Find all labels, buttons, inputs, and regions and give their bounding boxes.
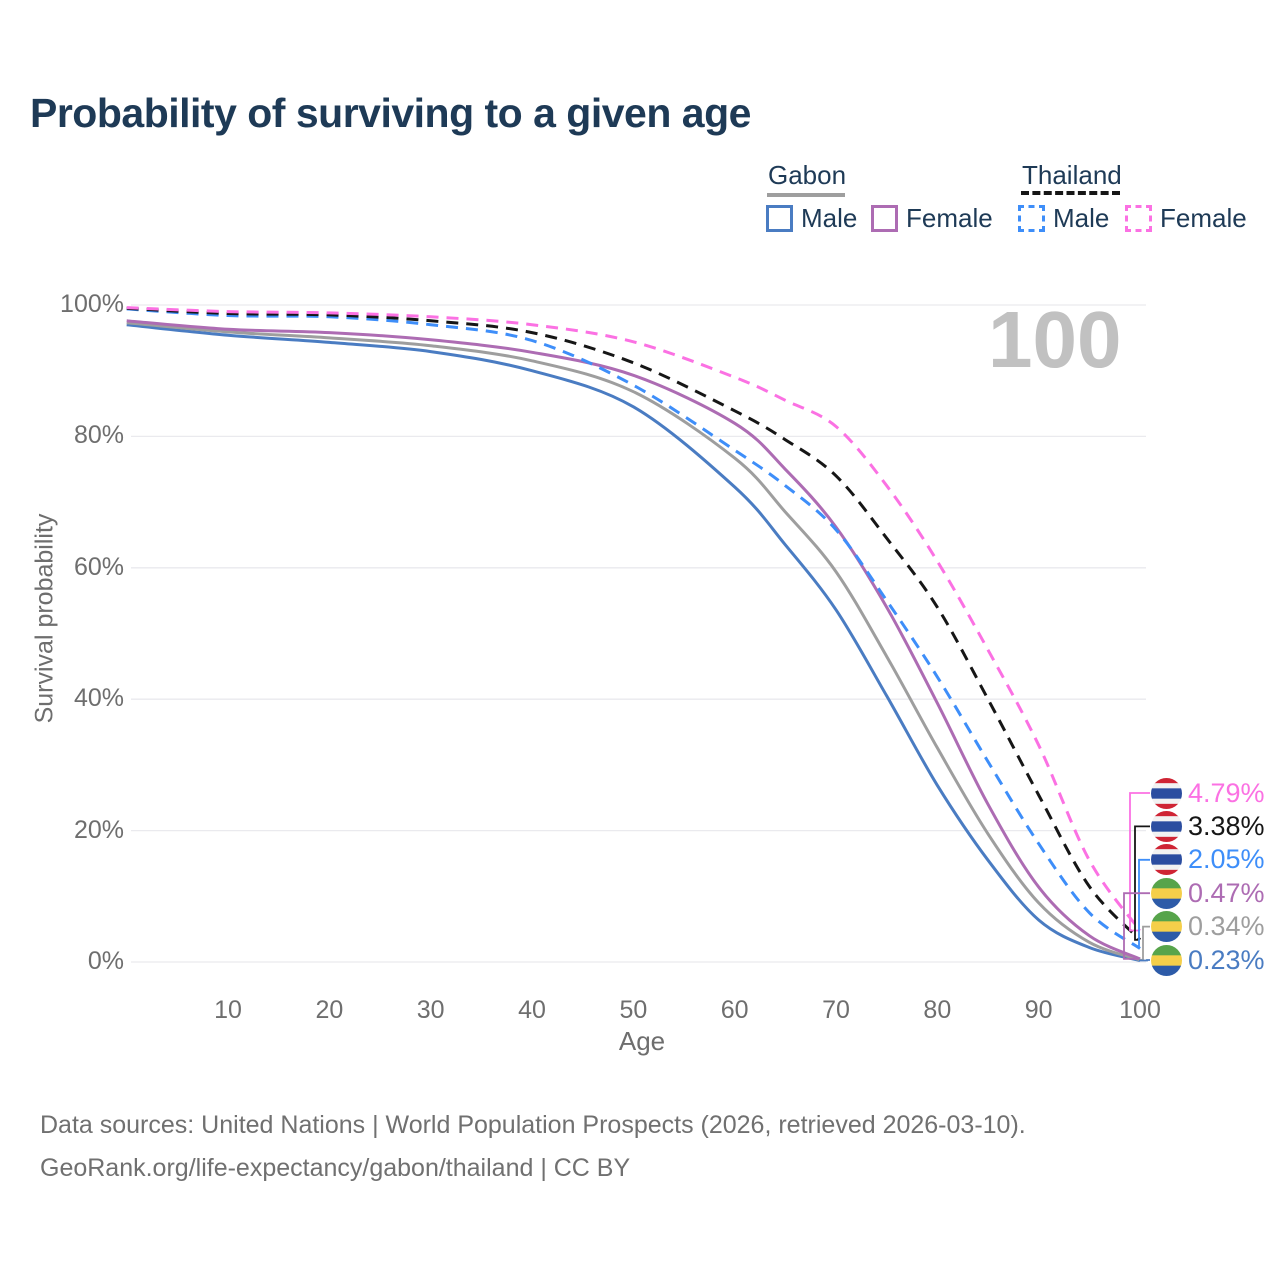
end-label-thailand-female: 4.79%	[1151, 777, 1265, 809]
thailand-flag-icon	[1151, 777, 1182, 809]
y-tick-label: 60%	[73, 552, 124, 581]
legend-thailand-underline	[1021, 191, 1120, 195]
gabon-flag-icon	[1151, 944, 1182, 976]
end-label-value: 2.05%	[1188, 844, 1265, 875]
x-tick-label: 30	[416, 996, 445, 1024]
legend-item-gabon-male[interactable]: Male	[766, 203, 857, 234]
x-tick-label: 60	[720, 996, 749, 1024]
curve-gabon-both-sexes	[126, 321, 1141, 962]
end-label-value: 4.79%	[1188, 777, 1265, 808]
legend-item-thailand-male[interactable]: Male	[1018, 203, 1109, 234]
legend-gabon-underline	[767, 193, 845, 197]
legend-item-label: Male	[801, 203, 858, 233]
gabon-flag-icon	[1151, 911, 1182, 943]
gabon-flag-icon	[1151, 877, 1182, 909]
y-tick-label: 0%	[87, 947, 124, 975]
curve-thailand-male	[126, 307, 1141, 950]
y-axis-title: Survival probability	[30, 513, 59, 724]
gridlines	[131, 304, 1146, 963]
end-label-value: 0.34%	[1188, 911, 1265, 942]
x-tick-label: 50	[619, 996, 648, 1024]
end-label-gabon-male: 0.23%	[1151, 944, 1265, 976]
x-tick-label: 90	[1024, 996, 1053, 1024]
y-tick-label: 40%	[73, 684, 124, 713]
thailand-flag-icon	[1151, 810, 1182, 842]
footer-line-1: Data sources: United Nations | World Pop…	[40, 1111, 1026, 1139]
legend-group-gabon: Gabon	[768, 160, 847, 190]
x-tick-label: 40	[518, 996, 546, 1024]
leader-line-gabon-male	[1139, 959, 1150, 962]
leader-line-thailand-female	[1129, 792, 1150, 932]
x-tick-label: 10	[214, 996, 242, 1024]
legend-item-label: Female	[906, 203, 993, 233]
y-tick-label: 80%	[73, 421, 124, 450]
data-sources-footer: Data sources: United Nations | World Pop…	[40, 1104, 1026, 1190]
thailand-flag-icon	[1151, 844, 1182, 876]
leader-line-gabon-female	[1123, 892, 1150, 960]
leader-line-gabon-both-sexes	[1139, 925, 1150, 961]
curve-gabon-male	[126, 323, 1141, 962]
end-label-thailand-male: 2.05%	[1151, 844, 1265, 876]
x-tick-label: 80	[923, 996, 952, 1024]
leader-line-thailand-male	[1138, 858, 1150, 949]
end-label-gabon-both-sexes: 0.34%	[1151, 911, 1265, 943]
legend-item-label: Female	[1160, 203, 1247, 233]
end-label-value: 3.38%	[1188, 810, 1265, 841]
curve-gabon-female	[126, 319, 1141, 961]
end-label-gabon-female: 0.47%	[1151, 877, 1265, 909]
end-label-thailand-both-sexes: 3.38%	[1151, 810, 1265, 842]
legend-item-label: Male	[1053, 203, 1110, 233]
y-tick-label: 100%	[60, 290, 124, 318]
y-tick-label: 20%	[73, 815, 124, 844]
page-title: Probability of surviving to a given age	[30, 90, 751, 136]
gabon-male-swatch-icon	[766, 205, 793, 232]
thailand-male-swatch-icon	[1018, 205, 1045, 232]
curve-thailand-both-sexes	[126, 306, 1142, 941]
legend-item-thailand-female[interactable]: Female	[1125, 203, 1247, 234]
x-tick-label: 100	[1119, 996, 1161, 1024]
gabon-female-swatch-icon	[871, 205, 898, 232]
end-label-value: 0.23%	[1188, 944, 1265, 975]
x-tick-label: 20	[315, 996, 344, 1024]
curve-thailand-female	[126, 306, 1142, 932]
age-watermark: 100	[988, 295, 1122, 384]
leader-line-thailand-both-sexes	[1134, 825, 1150, 941]
thailand-female-swatch-icon	[1125, 205, 1152, 232]
footer-line-2: GeoRank.org/life-expectancy/gabon/thaila…	[40, 1154, 631, 1182]
x-axis-title: Age	[618, 1026, 666, 1056]
end-label-value: 0.47%	[1188, 877, 1265, 908]
x-tick-label: 70	[822, 996, 850, 1024]
legend-group-thailand: Thailand	[1022, 160, 1122, 190]
legend-item-gabon-female[interactable]: Female	[871, 203, 993, 234]
